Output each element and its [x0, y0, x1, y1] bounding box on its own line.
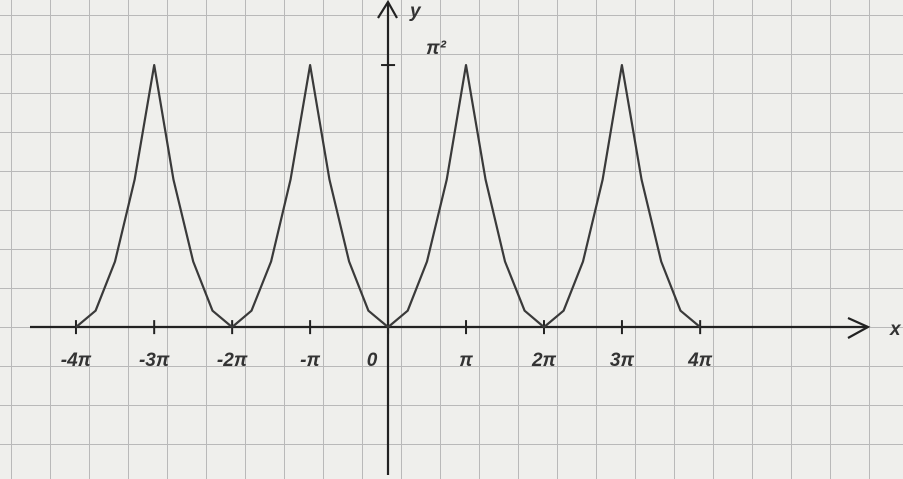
x-tick-label: -3π [139, 350, 170, 371]
chart: x y -4π -3π -2π -π 0 π 2π 3π 4π π² [0, 0, 903, 479]
x-tick-label: 3π [610, 350, 635, 371]
x-axis-label: x [889, 319, 902, 340]
x-tick-label: 2π [531, 350, 557, 371]
x-tick-label: 0 [367, 350, 378, 371]
page: x y -4π-3π-2π-π0π2π3π4ππ² (() => { const… [0, 0, 903, 479]
y-axis-label: y [409, 1, 422, 22]
x-tick-label: -2π [217, 350, 248, 371]
x-tick-label: -4π [61, 350, 92, 371]
x-tick-label: -π [300, 350, 320, 371]
x-tick-label: 4π [687, 350, 713, 371]
y-tick-label: π² [426, 38, 447, 59]
x-tick-label: π [459, 350, 473, 371]
